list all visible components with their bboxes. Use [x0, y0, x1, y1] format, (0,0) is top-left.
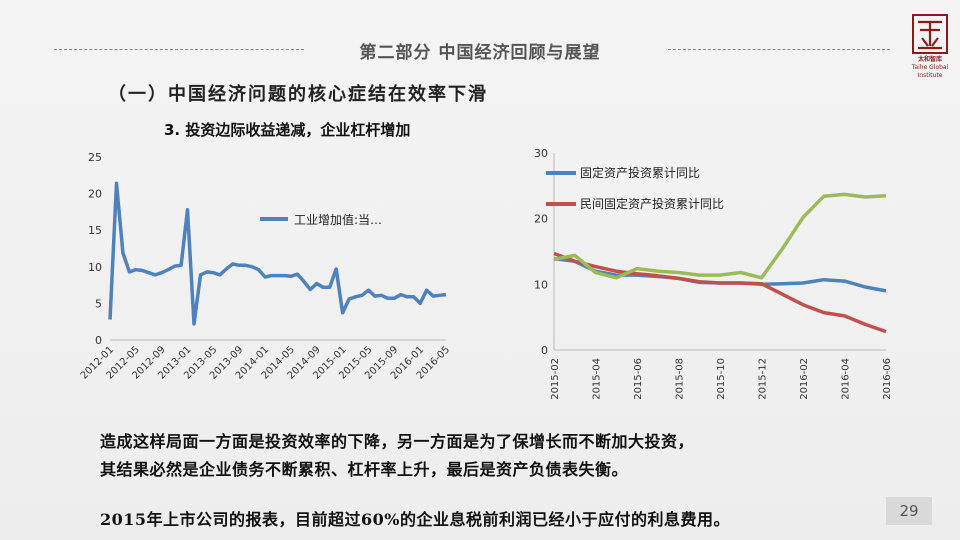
- logo-icon: [912, 14, 948, 54]
- logo-subtext: Taihe Global Institute: [911, 64, 949, 79]
- legend-label: 工业增加值:当…: [294, 212, 382, 227]
- logo-label: 太和智库 Taihe Global Institute: [902, 56, 958, 80]
- header-divider-left: [54, 49, 304, 50]
- y-tick-label: 15: [88, 224, 102, 237]
- y-tick-label: 10: [88, 261, 102, 274]
- x-tick-label: 2016-06: [882, 358, 893, 400]
- series-line-industrial-output: [108, 181, 447, 326]
- y-tick-label: 30: [534, 147, 548, 160]
- x-tick-label: 2016-02: [799, 358, 810, 400]
- y-tick-label: 0: [95, 334, 102, 347]
- x-tick-label: 2016-04: [841, 358, 852, 400]
- y-tick-label: 5: [95, 297, 102, 310]
- industrial-output-chart: 05101520252012-012012-052012-092013-0120…: [79, 151, 450, 382]
- fixed-asset-investment-chart: 0 10 20 30 2015-02 2015-04 2015-06 2015-08 2015-…: [534, 147, 893, 400]
- x-tick-label: 2015-06: [633, 358, 644, 400]
- chart-section-title: 3. 投资边际收益递减，企业杠杆增加: [164, 121, 411, 139]
- series-line-2: [553, 192, 887, 280]
- x-tick-label: 2015-08: [675, 358, 686, 400]
- section-title: 第二部分 中国经济回顾与展望: [359, 43, 601, 63]
- x-tick-label: 2015-12: [758, 358, 769, 400]
- y-tick-label: 25: [88, 151, 102, 164]
- body-text-line-1: 造成这样局面一方面是投资效率的下降，另一方面是为了保增长而不断加大投资，: [100, 432, 695, 451]
- series-line-1: [553, 251, 887, 334]
- x-tick-label: 2015-04: [592, 358, 603, 400]
- y-tick-label: 0: [541, 344, 548, 357]
- x-tick-label: 2015-10: [716, 358, 727, 400]
- logo-text: 太和智库: [917, 56, 942, 63]
- y-tick-label: 10: [534, 278, 548, 291]
- body-text-line-2: 其结果必然是企业债务不断累积、杠杆率上升，最后是资产负债表失衡。: [100, 460, 629, 479]
- y-tick-label: 20: [88, 188, 102, 201]
- legend-label: 民间固定资产投资累计同比: [580, 196, 724, 211]
- body-text-line-3: 2015年上市公司的报表，目前超过60%的企业息税前利润已经小于应付的利息费用。: [100, 510, 731, 529]
- page-number: 29: [886, 497, 932, 525]
- y-tick-label: 20: [534, 213, 548, 226]
- x-tick-label: 2015-02: [550, 358, 561, 400]
- header-divider-right: [668, 49, 890, 50]
- sub-heading: （一）中国经济问题的核心症结在效率下滑: [108, 84, 488, 105]
- legend-label: 固定资产投资累计同比: [580, 165, 700, 180]
